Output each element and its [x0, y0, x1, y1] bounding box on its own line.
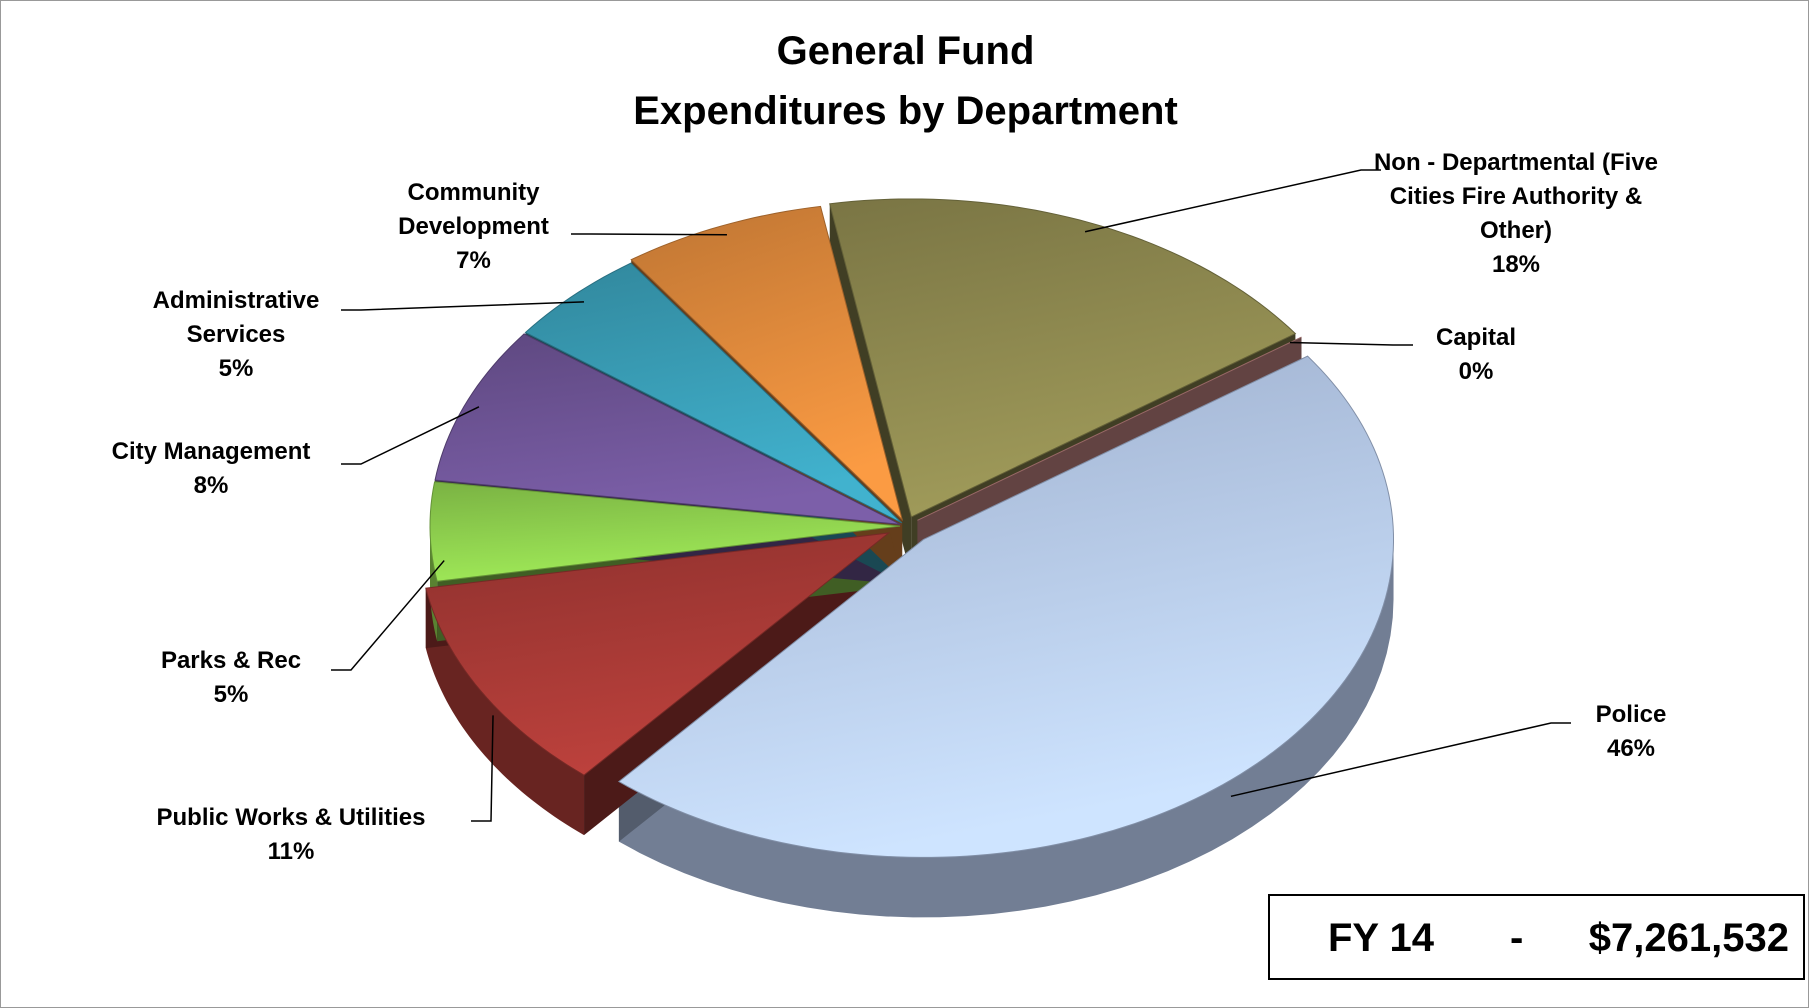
slice [829, 198, 1297, 518]
leader-line [471, 715, 494, 822]
data-label: Administrative Services 5% [121, 284, 351, 386]
slice-side [618, 539, 1394, 918]
leader-line [1230, 722, 1571, 798]
chart-subtitle: Expenditures by Department [633, 89, 1178, 133]
category-label: Non - Departmental (Five Cities Fire Aut… [1373, 149, 1659, 244]
category-label: Administrative Services [152, 287, 320, 348]
value-label: 5% [218, 355, 254, 382]
slice-tops [425, 198, 1395, 858]
slice [425, 532, 891, 776]
slice [630, 205, 904, 522]
separator: - [1510, 916, 1524, 960]
leader-line [331, 560, 445, 671]
value-label: 11% [267, 838, 315, 865]
slice [429, 481, 901, 582]
data-label: Non - Departmental (Five Cities Fire Aut… [1371, 146, 1661, 282]
leader-line [341, 301, 585, 311]
leader-line [341, 406, 480, 465]
total-box: FY 14 - $7,261,532 [1268, 894, 1805, 980]
leader-line [1084, 169, 1381, 233]
fiscal-year: FY 14 [1328, 916, 1434, 960]
slice [618, 355, 1395, 858]
category-label: Community Development [398, 179, 549, 240]
chart-title: General Fund [776, 29, 1035, 73]
category-label: Parks & Rec [160, 647, 302, 674]
value-label: 46% [1606, 735, 1656, 762]
category-label: Capital [1435, 324, 1516, 351]
data-label: Community Development 7% [366, 176, 581, 278]
total-amount: $7,261,532 [1588, 916, 1789, 960]
category-label: City Management [111, 438, 311, 465]
category-label: Public Works & Utilities [156, 804, 426, 831]
data-label: Capital 0% [1401, 321, 1551, 389]
leader-line [571, 233, 727, 236]
value-label: 7% [456, 247, 491, 274]
value-label: 8% [193, 472, 229, 499]
data-label: Police 46% [1556, 698, 1706, 766]
data-label: Parks & Rec 5% [131, 644, 331, 712]
slice [524, 262, 903, 524]
value-label: 5% [213, 681, 249, 708]
value-label: 0% [1458, 358, 1494, 385]
slice-side [425, 588, 585, 836]
data-label: City Management 8% [71, 435, 351, 503]
data-label: Public Works & Utilities 11% [111, 801, 471, 869]
leader-line [1289, 341, 1413, 346]
category-label: Police [1595, 701, 1667, 728]
value-label: 18% [1491, 251, 1541, 278]
slice [434, 333, 901, 525]
